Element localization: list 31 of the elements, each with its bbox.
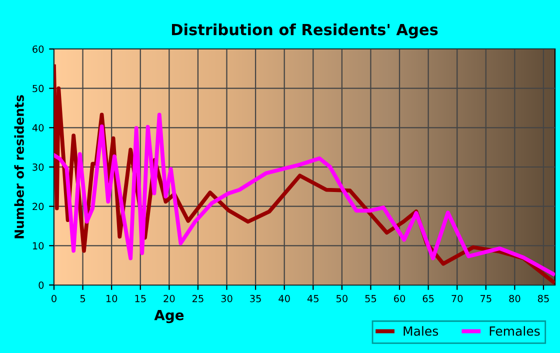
legend-label: Males (404, 326, 438, 336)
x-tick-label: 35 (250, 294, 261, 302)
y-tick-label: 20 (32, 202, 44, 210)
x-tick-label: 70 (452, 294, 463, 302)
x-tick-label: 30 (221, 294, 232, 302)
y-axis-title: Number of residents (14, 95, 24, 238)
legend-label: Females (490, 326, 540, 336)
x-tick-label: 15 (135, 295, 146, 302)
x-tick-label: 50 (336, 294, 348, 302)
x-axis-title: Age (154, 310, 184, 324)
x-tick-label: 45 (307, 295, 318, 302)
chart-title: Distribution of Residents' Ages (172, 24, 438, 38)
y-tick-label: 60 (32, 45, 44, 53)
x-tick-label: 10 (106, 294, 118, 302)
y-tick-label: 10 (32, 242, 44, 250)
x-tick-label: 65 (422, 294, 434, 302)
y-tick-label: 0 (38, 281, 44, 289)
x-tick-label: 55 (365, 295, 376, 302)
y-tick-label: 30 (32, 163, 44, 171)
x-tick-label: 5 (80, 295, 86, 302)
x-tick-label: 85 (538, 294, 549, 302)
x-tick-label: 0 (52, 294, 56, 302)
y-tick-label: 40 (32, 124, 44, 132)
x-tick-label: 60 (394, 294, 406, 302)
x-tick-label: 40 (278, 294, 290, 302)
x-tick-label: 80 (509, 294, 520, 302)
x-tick-label: 20 (164, 294, 175, 302)
x-tick-label: 25 (192, 294, 204, 302)
x-tick-label: 75 (480, 295, 492, 302)
line-series (54, 112, 555, 276)
y-tick-label: 50 (32, 84, 44, 92)
